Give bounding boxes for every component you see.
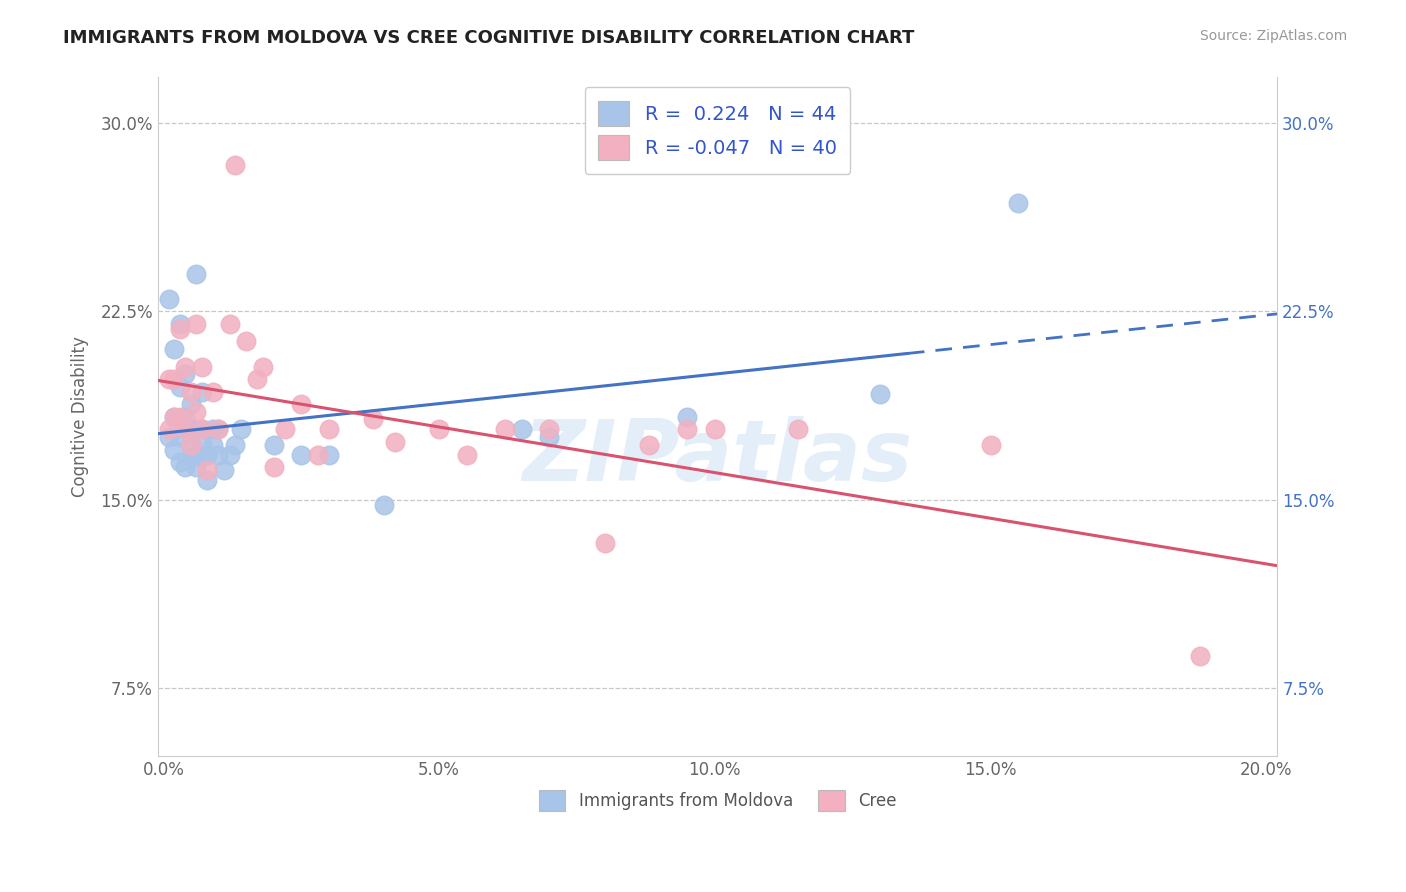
Text: Source: ZipAtlas.com: Source: ZipAtlas.com <box>1199 29 1347 43</box>
Point <box>191 384 214 399</box>
Point <box>252 359 274 374</box>
Point <box>191 422 214 436</box>
Point <box>510 422 533 436</box>
Point <box>186 448 208 462</box>
Point <box>307 448 329 462</box>
Point <box>163 342 186 356</box>
Point <box>494 422 516 436</box>
Point <box>180 384 202 399</box>
Point <box>191 422 214 436</box>
Text: ZIPatlas: ZIPatlas <box>523 416 912 500</box>
Point <box>157 430 180 444</box>
Point <box>186 460 208 475</box>
Point <box>157 372 180 386</box>
Point <box>373 498 395 512</box>
Point <box>538 422 561 436</box>
Point <box>290 397 312 411</box>
Point <box>169 317 191 331</box>
Point <box>384 435 406 450</box>
Point <box>224 158 246 172</box>
Point <box>218 448 240 462</box>
Point <box>593 535 616 549</box>
Point <box>229 422 252 436</box>
Point <box>174 367 197 381</box>
Point <box>169 379 191 393</box>
Point <box>197 473 219 487</box>
Point <box>191 450 214 464</box>
Point <box>1189 648 1212 663</box>
Point <box>676 409 699 424</box>
Point <box>263 437 285 451</box>
Point <box>207 422 229 436</box>
Point <box>263 460 285 475</box>
Point <box>637 437 659 451</box>
Point <box>180 397 202 411</box>
Point <box>979 437 1001 451</box>
Point <box>180 437 202 451</box>
Point <box>174 460 197 475</box>
Point <box>191 359 214 374</box>
Point <box>224 437 246 451</box>
Point <box>186 267 208 281</box>
Point <box>201 422 224 436</box>
Point <box>186 405 208 419</box>
Legend: Immigrants from Moldova, Cree: Immigrants from Moldova, Cree <box>527 778 908 822</box>
Point <box>246 372 269 386</box>
Point <box>427 422 450 436</box>
Point <box>235 334 257 349</box>
Point <box>290 448 312 462</box>
Point <box>212 463 235 477</box>
Point <box>318 448 340 462</box>
Point <box>157 422 180 436</box>
Point <box>169 430 191 444</box>
Point <box>180 422 202 436</box>
Point <box>273 422 295 436</box>
Point <box>207 422 229 436</box>
Point <box>180 450 202 464</box>
Point <box>218 317 240 331</box>
Point <box>318 422 340 436</box>
Point <box>186 422 208 436</box>
Point <box>676 422 699 436</box>
Point <box>174 422 197 436</box>
Point <box>163 409 186 424</box>
Point <box>207 448 229 462</box>
Point <box>456 448 478 462</box>
Point <box>1007 196 1029 211</box>
Point <box>703 422 725 436</box>
Point <box>157 292 180 306</box>
Point <box>169 409 191 424</box>
Point <box>163 409 186 424</box>
Point <box>201 437 224 451</box>
Point <box>186 317 208 331</box>
Point <box>174 359 197 374</box>
Point <box>201 384 224 399</box>
Point <box>174 422 197 436</box>
Point <box>361 412 384 426</box>
Point <box>197 448 219 462</box>
Point <box>169 455 191 469</box>
Point <box>538 430 561 444</box>
Point <box>786 422 808 436</box>
Point <box>180 437 202 451</box>
Point <box>163 372 186 386</box>
Text: IMMIGRANTS FROM MOLDOVA VS CREE COGNITIVE DISABILITY CORRELATION CHART: IMMIGRANTS FROM MOLDOVA VS CREE COGNITIV… <box>63 29 915 46</box>
Point <box>197 463 219 477</box>
Y-axis label: Cognitive Disability: Cognitive Disability <box>72 336 89 497</box>
Point <box>869 387 891 401</box>
Point <box>169 322 191 336</box>
Point <box>174 409 197 424</box>
Point <box>163 442 186 457</box>
Point <box>191 437 214 451</box>
